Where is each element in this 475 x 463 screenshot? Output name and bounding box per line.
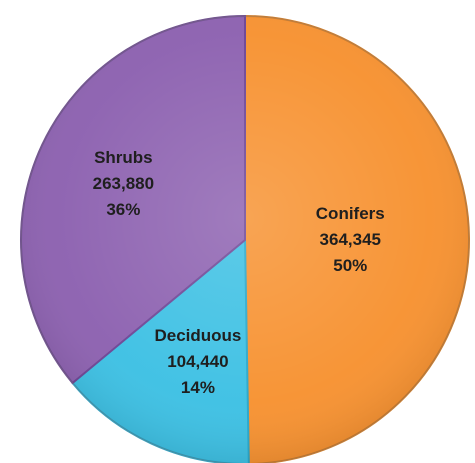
slice-label-shrubs: Shrubs 263,880 36% — [93, 148, 154, 219]
pie-labels: Conifers 364,345 50% Deciduous 104,440 14% Shr… — [93, 148, 385, 397]
pie-rim — [20, 15, 470, 463]
slice-name: Shrubs — [94, 148, 153, 167]
slice-label-deciduous: Deciduous 104,440 14% — [154, 326, 241, 397]
slice-value: 263,880 — [93, 174, 154, 193]
slice-label-conifers: Conifers 364,345 50% — [316, 204, 385, 275]
pie-slices — [20, 14, 470, 463]
slice-name: Conifers — [316, 204, 385, 223]
slice-percent: 36% — [106, 200, 140, 219]
slice-name: Deciduous — [154, 326, 241, 345]
slice-percent: 14% — [181, 378, 215, 397]
slice-value: 364,345 — [320, 230, 381, 249]
slice-percent: 50% — [333, 256, 367, 275]
slice-value: 104,440 — [167, 352, 228, 371]
